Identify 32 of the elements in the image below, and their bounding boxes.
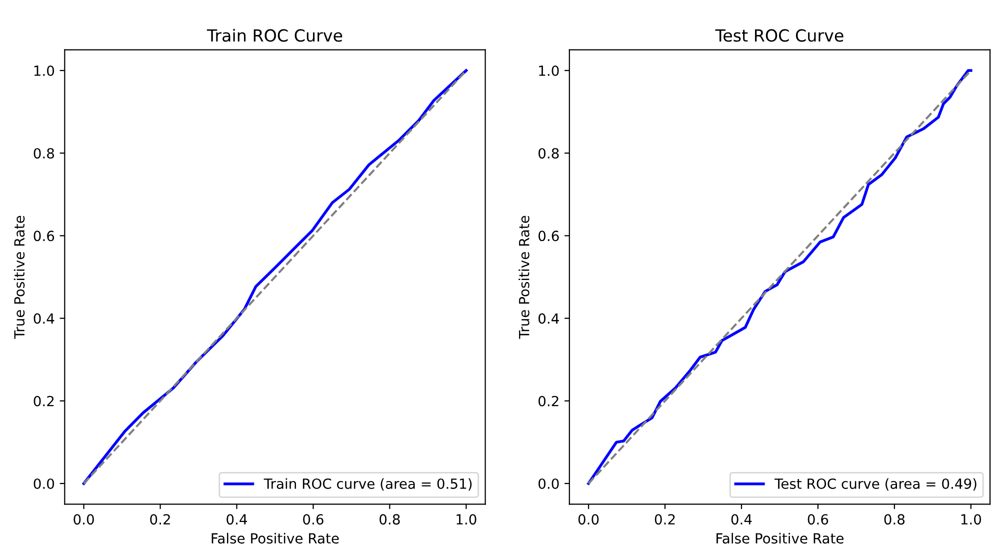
y-tick-label: 0.8 — [538, 148, 559, 159]
legend-label: Train ROC curve (area = 0.51) — [264, 478, 472, 491]
chart-title: Train ROC Curve — [206, 28, 342, 42]
x-tick-label: 0.2 — [654, 514, 675, 525]
y-tick-label: 0.6 — [538, 230, 559, 242]
y-tick-label: 0.4 — [538, 313, 559, 324]
x-tick-label: 0.4 — [731, 514, 752, 525]
x-tick-label: 0.2 — [150, 514, 170, 525]
x-axis-title: False Positive Rate — [716, 532, 844, 544]
x-tick-label: 0.6 — [808, 514, 828, 525]
x-axis-title: False Positive Rate — [212, 532, 339, 544]
y-tick-label: 0.0 — [34, 478, 54, 489]
x-tick-label: 0.8 — [884, 514, 905, 525]
y-axis-title: True Positive Rate — [518, 216, 530, 339]
x-tick-label: 0.0 — [578, 514, 599, 525]
y-axis-title: True Positive Rate — [14, 216, 25, 339]
legend-label: Test ROC curve (area = 0.49) — [774, 478, 976, 491]
x-tick-label: 0.0 — [74, 514, 94, 525]
x-tick-label: 1.0 — [961, 514, 982, 525]
x-tick-label: 0.4 — [226, 514, 248, 525]
y-tick-label: 0.2 — [538, 396, 558, 406]
y-tick-label: 0.0 — [538, 478, 559, 489]
y-tick-label: 0.2 — [34, 396, 54, 406]
x-tick-label: 1.0 — [456, 514, 476, 525]
y-tick-label: 0.6 — [34, 230, 54, 242]
x-tick-label: 0.6 — [303, 514, 324, 525]
y-tick-label: 1.0 — [34, 65, 54, 76]
y-tick-label: 0.4 — [34, 313, 54, 324]
y-tick-label: 0.8 — [34, 148, 54, 159]
y-tick-label: 1.0 — [539, 65, 559, 76]
chart-title: Test ROC Curve — [715, 29, 844, 42]
x-tick-label: 0.8 — [380, 514, 400, 525]
